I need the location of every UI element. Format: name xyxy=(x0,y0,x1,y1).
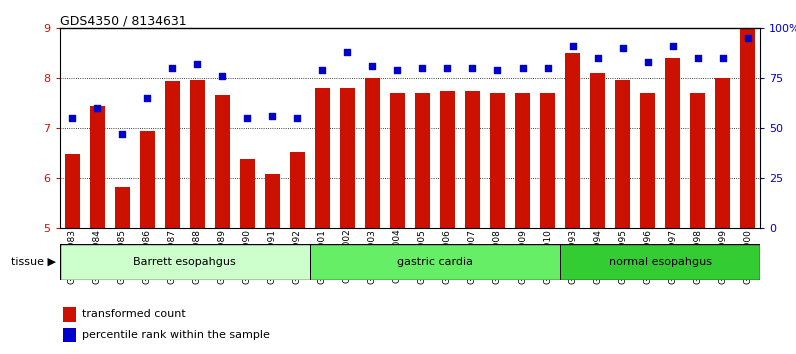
Point xyxy=(566,44,579,49)
Text: GSM852002: GSM852002 xyxy=(343,229,352,284)
Point xyxy=(741,35,754,41)
Bar xyxy=(615,80,630,228)
Text: GDS4350 / 8134631: GDS4350 / 8134631 xyxy=(60,14,186,27)
Point xyxy=(241,115,254,121)
Text: GSM852000: GSM852000 xyxy=(743,229,752,284)
Bar xyxy=(60,244,310,280)
Point xyxy=(716,56,729,61)
Point xyxy=(66,115,79,121)
Text: GSM852008: GSM852008 xyxy=(493,229,502,284)
Text: GSM851999: GSM851999 xyxy=(718,229,728,284)
Bar xyxy=(415,93,430,228)
Text: percentile rank within the sample: percentile rank within the sample xyxy=(82,330,270,340)
Text: GSM852005: GSM852005 xyxy=(418,229,427,284)
Bar xyxy=(265,174,280,228)
Bar xyxy=(115,187,130,228)
Bar xyxy=(590,73,605,228)
Bar xyxy=(63,307,76,321)
Point xyxy=(141,96,154,101)
Point xyxy=(416,65,429,71)
Bar xyxy=(165,81,180,228)
Text: GSM852004: GSM852004 xyxy=(393,229,402,284)
Point xyxy=(116,131,129,137)
Point xyxy=(491,68,504,73)
Point xyxy=(391,68,404,73)
Point xyxy=(441,65,454,71)
Point xyxy=(341,50,353,55)
Bar xyxy=(740,28,755,228)
Bar xyxy=(560,244,760,280)
Bar xyxy=(90,106,105,228)
Text: GSM851985: GSM851985 xyxy=(118,229,127,284)
Text: GSM851983: GSM851983 xyxy=(68,229,76,284)
Text: GSM851994: GSM851994 xyxy=(593,229,602,284)
Point xyxy=(166,65,178,71)
Bar xyxy=(540,93,555,228)
Point xyxy=(91,105,103,111)
Bar xyxy=(440,91,455,228)
Bar xyxy=(515,93,530,228)
Bar xyxy=(715,78,730,228)
Bar xyxy=(290,152,305,228)
Bar xyxy=(315,88,330,228)
Text: GSM852007: GSM852007 xyxy=(468,229,477,284)
Text: GSM852001: GSM852001 xyxy=(318,229,327,284)
Text: transformed count: transformed count xyxy=(82,309,185,319)
Bar xyxy=(640,93,655,228)
Bar xyxy=(340,88,355,228)
Text: GSM851995: GSM851995 xyxy=(618,229,627,284)
Bar xyxy=(140,131,154,228)
Bar xyxy=(365,78,380,228)
Bar xyxy=(690,93,705,228)
Bar xyxy=(565,53,580,228)
Text: GSM851990: GSM851990 xyxy=(243,229,252,284)
Point xyxy=(591,56,604,61)
Bar xyxy=(240,159,255,228)
Point xyxy=(216,74,228,79)
Text: GSM852009: GSM852009 xyxy=(518,229,527,284)
Bar xyxy=(490,93,505,228)
Text: GSM852010: GSM852010 xyxy=(543,229,552,284)
Bar xyxy=(63,327,76,342)
Point xyxy=(541,65,554,71)
Text: gastric cardia: gastric cardia xyxy=(397,257,473,267)
Text: GSM851993: GSM851993 xyxy=(568,229,577,284)
Point xyxy=(366,63,379,69)
Point xyxy=(466,65,479,71)
Text: GSM851986: GSM851986 xyxy=(142,229,152,284)
Text: tissue ▶: tissue ▶ xyxy=(10,257,56,267)
Text: normal esopahgus: normal esopahgus xyxy=(609,257,712,267)
Bar xyxy=(215,95,230,228)
Point xyxy=(642,59,654,65)
Bar xyxy=(665,58,680,228)
Text: GSM851988: GSM851988 xyxy=(193,229,202,284)
Text: GSM852003: GSM852003 xyxy=(368,229,377,284)
Point xyxy=(666,44,679,49)
Point xyxy=(291,115,304,121)
Text: GSM851987: GSM851987 xyxy=(168,229,177,284)
Bar xyxy=(64,154,80,228)
Bar xyxy=(189,80,205,228)
Bar xyxy=(465,91,480,228)
Text: Barrett esopahgus: Barrett esopahgus xyxy=(134,257,236,267)
Text: GSM852006: GSM852006 xyxy=(443,229,452,284)
Text: GSM851997: GSM851997 xyxy=(668,229,677,284)
Text: GSM851984: GSM851984 xyxy=(92,229,102,284)
Text: GSM851989: GSM851989 xyxy=(218,229,227,284)
Point xyxy=(616,46,629,51)
Point xyxy=(266,114,279,119)
Text: GSM851996: GSM851996 xyxy=(643,229,652,284)
Point xyxy=(191,62,204,67)
Text: GSM851998: GSM851998 xyxy=(693,229,702,284)
Point xyxy=(691,56,704,61)
Bar xyxy=(310,244,560,280)
Point xyxy=(516,65,529,71)
Text: GSM851991: GSM851991 xyxy=(267,229,277,284)
Bar xyxy=(390,93,405,228)
Point xyxy=(316,68,329,73)
Text: GSM851992: GSM851992 xyxy=(293,229,302,284)
